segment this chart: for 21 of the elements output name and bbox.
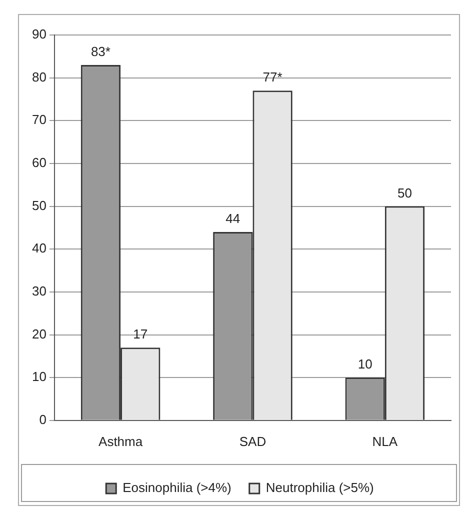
data-label: 17 bbox=[133, 326, 148, 342]
data-label: 77* bbox=[262, 70, 282, 85]
y-tick-label: 30 bbox=[32, 284, 46, 299]
y-tick-label: 40 bbox=[32, 240, 46, 256]
legend-label: Neutrophilia (>5%) bbox=[266, 480, 374, 496]
legend-label: Eosinophilia (>4%) bbox=[122, 480, 232, 496]
y-tick-label: 80 bbox=[32, 69, 46, 84]
x-tick-label: Asthma bbox=[98, 434, 144, 449]
y-tick-label: 60 bbox=[32, 155, 46, 170]
y-tick-label: 10 bbox=[32, 369, 46, 384]
y-tick-label: 70 bbox=[32, 112, 46, 128]
data-label: 44 bbox=[226, 211, 240, 226]
y-tick-label: 90 bbox=[32, 26, 46, 42]
y-tick-label: 0 bbox=[39, 412, 46, 427]
data-label: 10 bbox=[358, 356, 372, 372]
data-label: 50 bbox=[398, 185, 412, 200]
x-tick-label: NLA bbox=[372, 434, 398, 449]
x-tick-label: SAD bbox=[239, 434, 266, 449]
y-tick-label: 20 bbox=[32, 326, 46, 342]
data-label: 83* bbox=[90, 44, 110, 60]
y-tick-label: 50 bbox=[32, 198, 46, 213]
